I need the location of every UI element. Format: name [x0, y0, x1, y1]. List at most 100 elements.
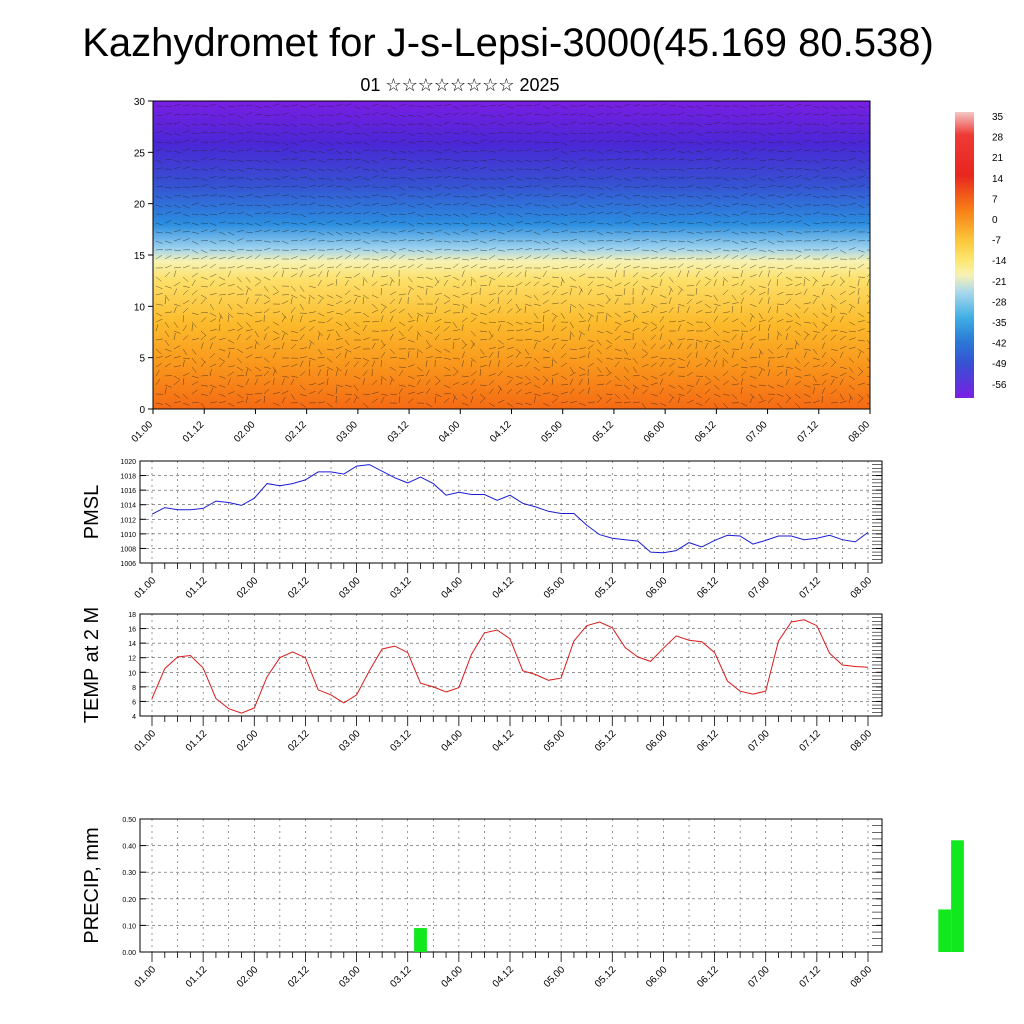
wind-barb [488, 150, 496, 153]
wind-barb [506, 272, 513, 278]
wind-barb [641, 311, 649, 314]
wind-barb [164, 294, 170, 301]
wind-barb [749, 289, 755, 296]
wind-barb [614, 249, 622, 252]
wind-barb [587, 204, 595, 209]
wind-barb [155, 378, 160, 386]
wind-barb [281, 158, 289, 161]
wind-barb [272, 132, 280, 137]
wind-barb [272, 177, 280, 180]
wind-barb [281, 333, 285, 341]
wind-barb [308, 230, 316, 233]
wind-barb [641, 364, 649, 368]
wind-barb [776, 371, 783, 377]
wind-barb [398, 230, 406, 233]
wind-barb [290, 273, 298, 278]
wind-barb [479, 194, 487, 197]
wind-barb [434, 248, 442, 251]
wind-barb [740, 177, 748, 182]
wind-barb [173, 113, 181, 116]
wind-barb [758, 348, 764, 355]
wind-barb [380, 303, 388, 308]
wind-barb [317, 264, 325, 269]
wind-barb [695, 393, 702, 399]
wind-barb [389, 356, 397, 359]
wind-barb [497, 265, 505, 269]
wind-barb [650, 204, 658, 207]
wind-barb [344, 276, 352, 279]
wind-barb [713, 131, 721, 134]
wind-barb [578, 141, 586, 143]
wind-barb [461, 249, 469, 252]
wind-barb [362, 132, 370, 137]
wind-barb [533, 159, 541, 162]
wind-barb [470, 264, 478, 269]
wind-barb [803, 321, 811, 324]
wind-barb [344, 348, 352, 353]
wind-barb [443, 149, 451, 152]
wind-barb [614, 194, 622, 197]
heatmap-x-tick-label: 02.00 [232, 419, 258, 445]
wind-barb [569, 285, 577, 288]
wind-barb [461, 130, 469, 134]
wind-barb [749, 148, 757, 152]
wind-barb [299, 334, 305, 341]
wind-barb [281, 204, 289, 206]
wind-barb [803, 159, 811, 163]
wind-barb [866, 366, 870, 368]
wind-barb [605, 366, 611, 373]
wind-barb [857, 366, 864, 373]
wind-barb [542, 402, 550, 407]
wind-barb [659, 195, 667, 197]
wind-barb [317, 356, 325, 359]
wind-barb [335, 279, 338, 287]
wind-barb [542, 379, 548, 386]
wind-barb [236, 333, 241, 341]
wind-barb [866, 195, 870, 197]
wind-barb [155, 123, 163, 125]
wind-barb [857, 114, 865, 116]
wind-barb [443, 131, 451, 134]
wind-barb [218, 297, 223, 305]
wind-barb [848, 357, 855, 363]
wind-barb [587, 362, 594, 368]
wind-barb [353, 212, 361, 215]
wind-barb [677, 257, 685, 260]
wind-barb [173, 121, 181, 125]
wind-barb [524, 148, 532, 152]
wind-barb [164, 240, 172, 244]
wind-barb [524, 222, 532, 225]
wind-barb [227, 351, 231, 359]
wind-barb [695, 378, 700, 386]
wind-barb [497, 168, 505, 172]
wind-barb [812, 105, 820, 109]
wind-barb [236, 168, 244, 172]
wind-barb [524, 159, 532, 163]
wind-barb [785, 150, 793, 153]
wind-barb [542, 141, 550, 143]
wind-barb [695, 231, 703, 234]
wind-barb [803, 255, 811, 260]
wind-barb [794, 213, 802, 218]
wind-barb [695, 267, 703, 270]
wind-barb [461, 222, 469, 227]
wind-barb [299, 238, 307, 242]
wind-barb [785, 157, 793, 161]
wind-barb [443, 384, 451, 389]
wind-barb [173, 229, 181, 233]
wind-barb [614, 112, 622, 116]
wind-barb [677, 229, 685, 233]
wind-barb [632, 280, 639, 287]
wind-barb [776, 249, 784, 252]
wind-barb [596, 263, 603, 269]
wind-barb [821, 229, 829, 233]
wind-barb [290, 150, 298, 154]
wind-barb [767, 159, 775, 161]
wind-barb [650, 288, 655, 296]
wind-barb [470, 297, 473, 305]
x-tick-label: 02.12 [286, 964, 312, 990]
wind-barb [641, 231, 649, 233]
wind-barb [416, 263, 423, 269]
